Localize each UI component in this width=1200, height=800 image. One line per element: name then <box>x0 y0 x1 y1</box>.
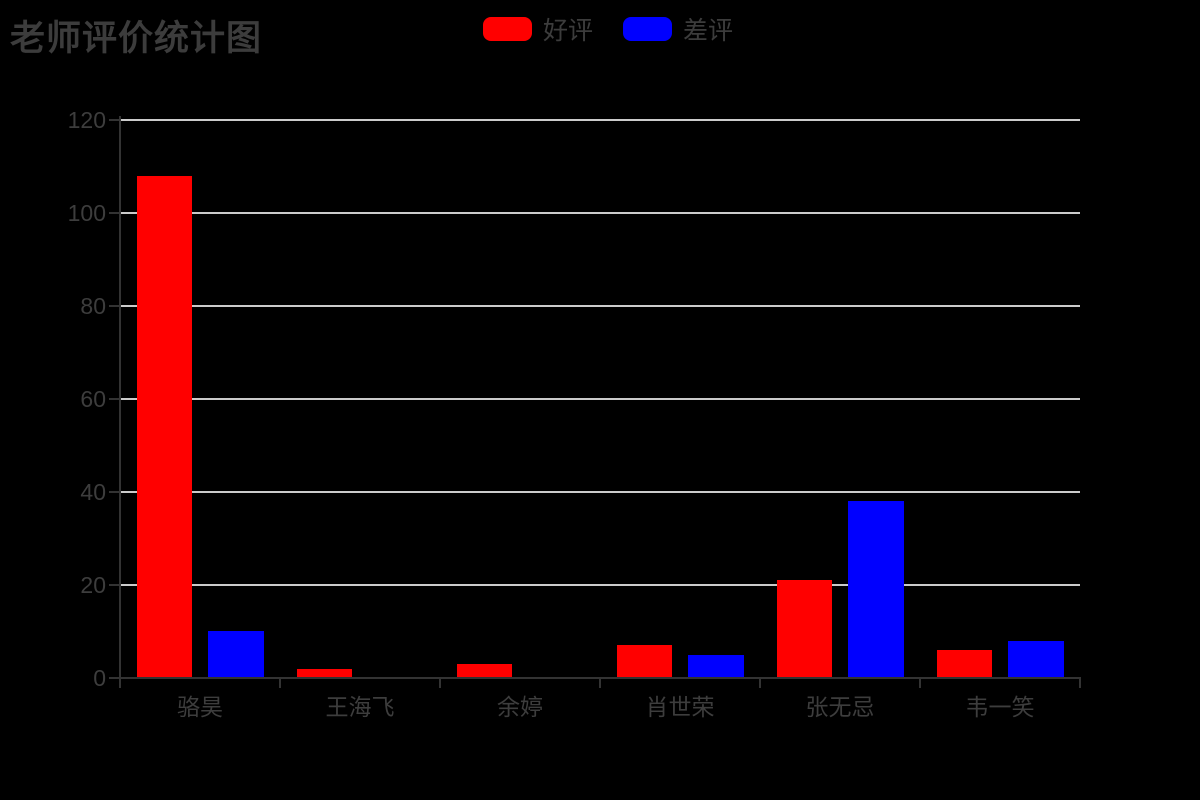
legend: 好评 差评 <box>483 11 733 47</box>
y-tick-0 <box>109 677 120 679</box>
y-tick-60 <box>109 398 120 400</box>
x-tick-4 <box>759 678 761 688</box>
x-tick-5 <box>919 678 921 688</box>
y-tick-100 <box>109 212 120 214</box>
bar-good-1 <box>297 669 352 678</box>
gridline-100 <box>120 212 1080 214</box>
y-tick-40 <box>109 491 120 493</box>
bar-bad-4 <box>848 501 904 678</box>
good-series-swatch-icon <box>483 17 532 41</box>
x-tick-2 <box>439 678 441 688</box>
bar-good-2 <box>457 664 512 678</box>
y-tick-label-0: 0 <box>93 665 106 691</box>
bad-series-swatch-icon <box>623 17 673 41</box>
gridline-60 <box>120 398 1080 400</box>
y-tick-80 <box>109 305 120 307</box>
gridline-40 <box>120 491 1080 493</box>
x-category-label-2: 余婷 <box>497 694 543 720</box>
bar-good-0 <box>137 176 192 678</box>
y-axis-line <box>119 116 121 680</box>
legend-label-bad: 差评 <box>683 17 734 45</box>
legend-item-good: 好评 <box>483 11 593 47</box>
y-tick-label-60: 60 <box>80 386 106 412</box>
x-tick-0 <box>119 678 121 688</box>
y-tick-120 <box>109 119 120 121</box>
x-category-label-3: 肖世荣 <box>645 694 715 720</box>
x-tick-6 <box>1079 678 1081 688</box>
legend-label-good: 好评 <box>543 17 594 45</box>
bar-good-3 <box>617 645 672 678</box>
y-tick-label-80: 80 <box>80 293 106 319</box>
x-category-label-5: 韦一笑 <box>965 694 1035 720</box>
bar-bad-5 <box>1008 641 1064 678</box>
legend-item-bad: 差评 <box>623 11 733 47</box>
gridline-20 <box>120 584 1080 586</box>
x-category-label-1: 王海飞 <box>325 694 395 720</box>
x-tick-3 <box>599 678 601 688</box>
bar-bad-0 <box>208 631 264 678</box>
y-tick-label-120: 120 <box>67 107 106 133</box>
bar-bad-3 <box>688 655 744 678</box>
y-tick-label-100: 100 <box>67 200 106 226</box>
y-tick-label-20: 20 <box>80 572 106 598</box>
x-category-label-0: 骆昊 <box>177 694 223 720</box>
gridline-80 <box>120 305 1080 307</box>
gridline-120 <box>120 119 1080 121</box>
y-tick-20 <box>109 584 120 586</box>
chart-title: 老师评价统计图 <box>10 19 263 58</box>
bar-good-4 <box>777 580 832 678</box>
x-category-label-4: 张无忌 <box>805 694 875 720</box>
y-tick-label-40: 40 <box>80 479 106 505</box>
bar-good-5 <box>937 650 992 678</box>
x-tick-1 <box>279 678 281 688</box>
